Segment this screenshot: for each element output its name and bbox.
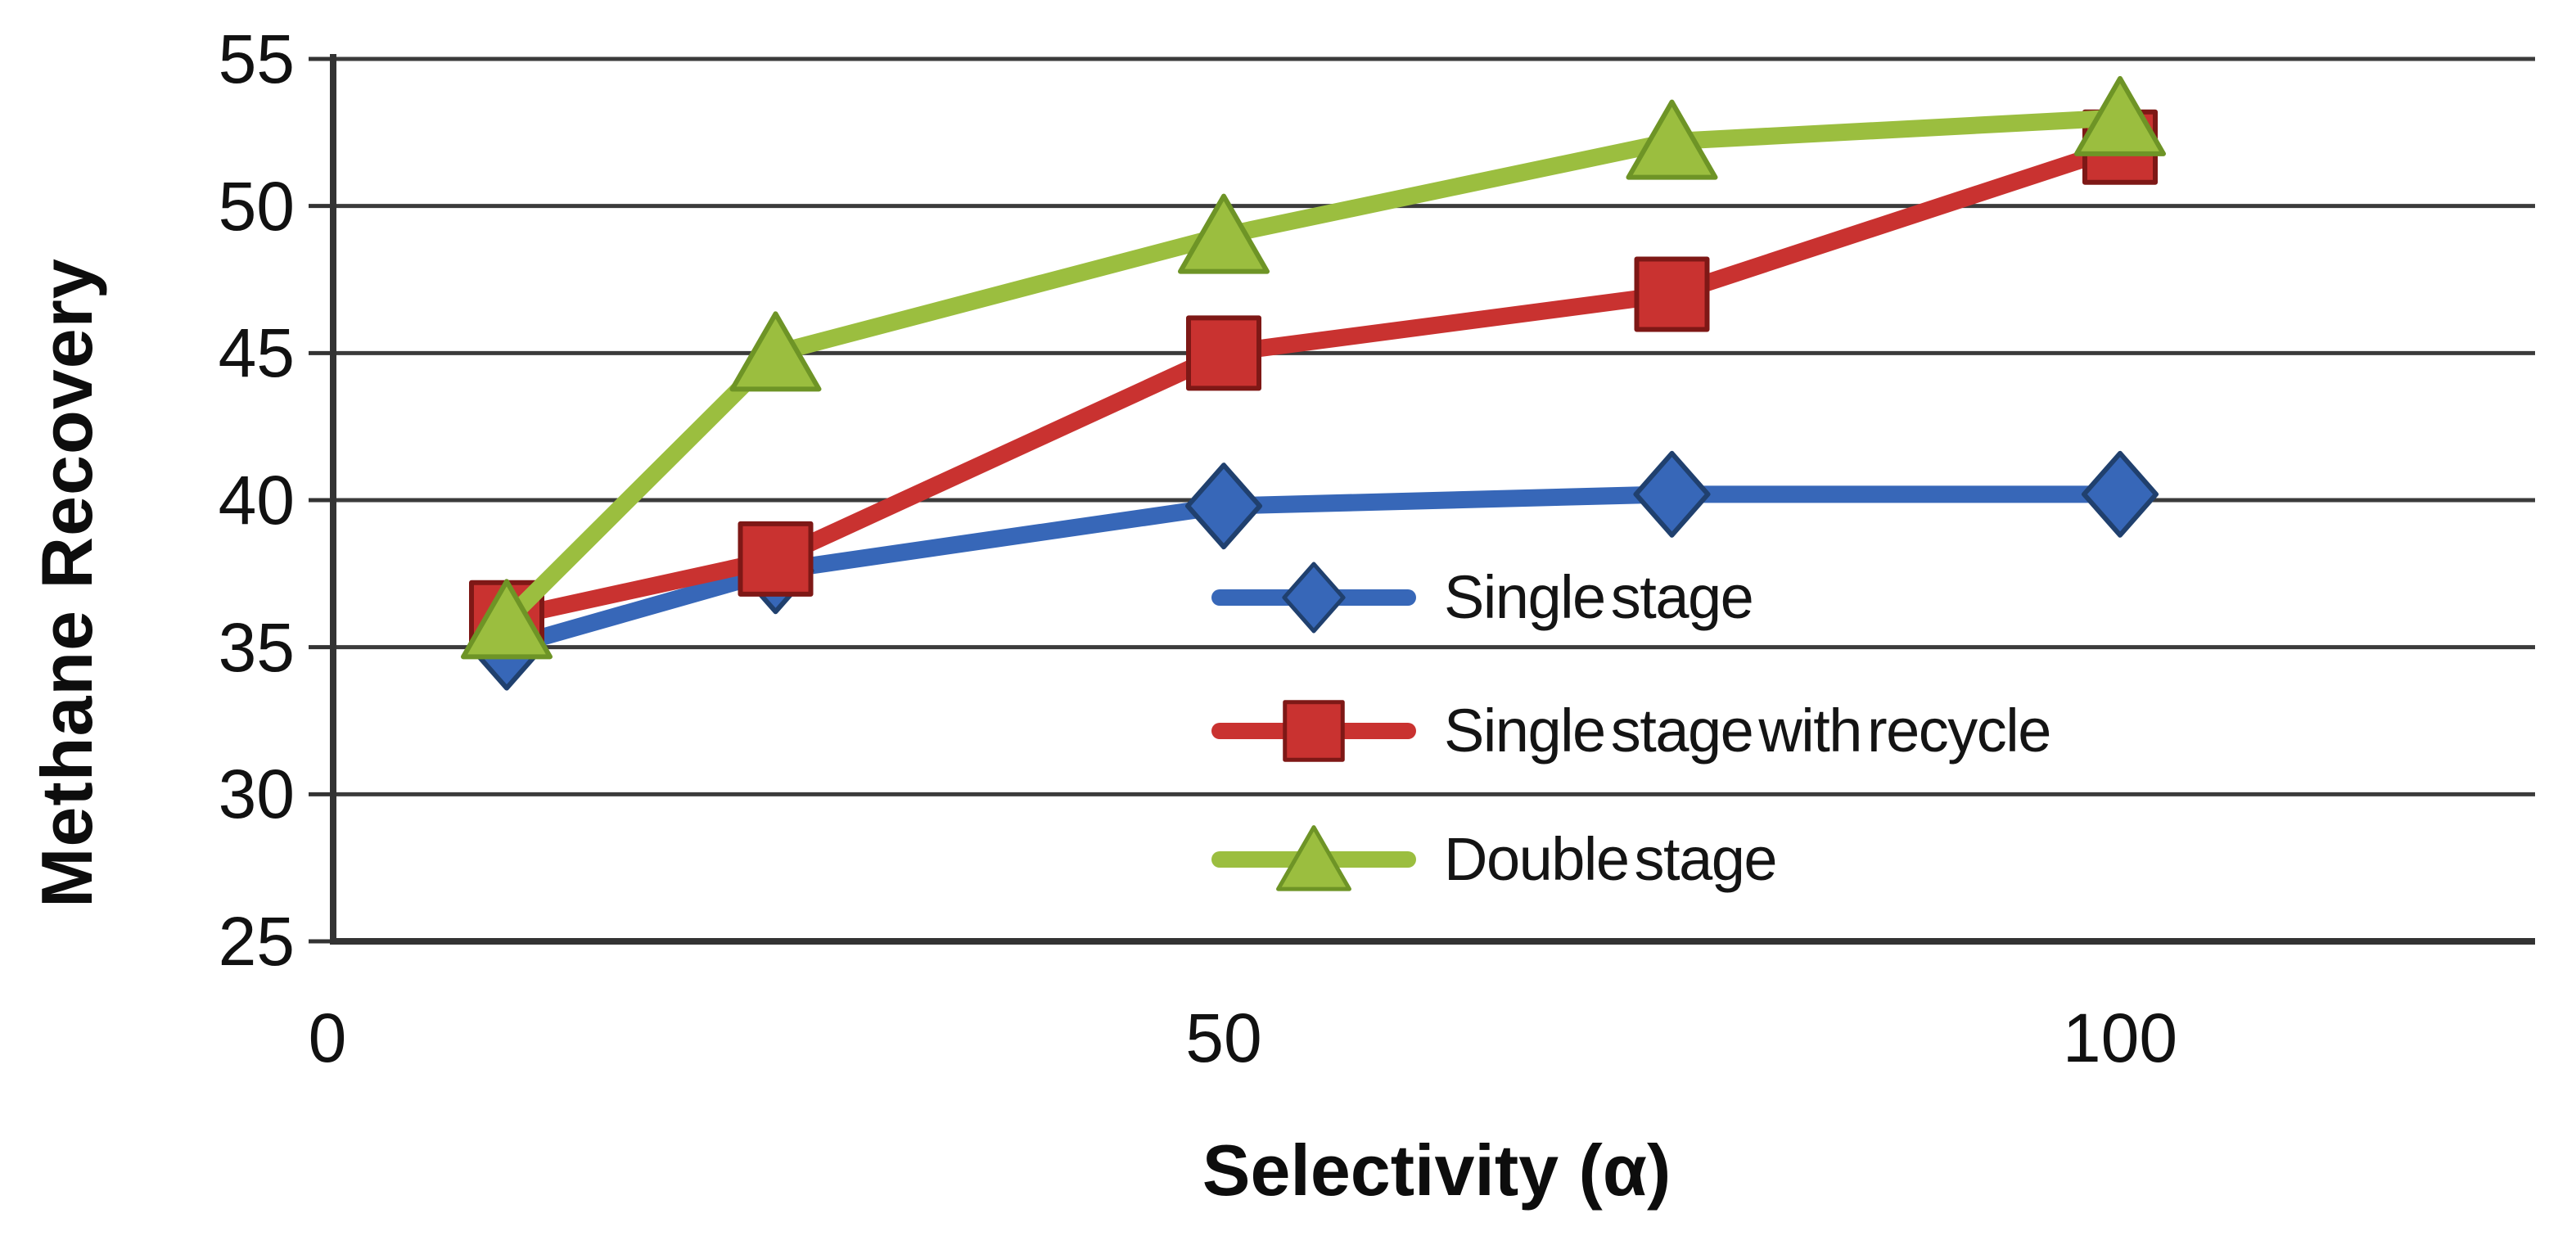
y-tick-label: 55 (218, 20, 295, 97)
y-tick-label: 45 (218, 314, 295, 392)
single-stage-diamond-marker-icon (1211, 562, 1416, 634)
series-marker-square-single-stage-with-recycle (738, 521, 814, 597)
series-marker-diamond-single-stage (1185, 462, 1262, 550)
x-axis-title: Selectivity (α) (1202, 1130, 1671, 1211)
legend-label: Single stage (1444, 563, 1754, 631)
legend-label: Double stage (1444, 825, 1778, 893)
series-marker-diamond-single-stage (2082, 450, 2159, 538)
legend-item-single-stage: Single stage (1211, 544, 1754, 651)
legend-label: Single stage with recycle (1444, 697, 2051, 765)
x-tick-label: 50 (1185, 999, 1262, 1076)
y-tick-label: 35 (218, 608, 295, 686)
legend-item-single-stage-with-recycle: Single stage with recycle (1211, 678, 2051, 784)
series-marker-triangle-double-stage (461, 579, 553, 660)
legend-item-double-stage: Double stage (1211, 806, 1778, 913)
y-tick-label: 50 (218, 167, 295, 245)
single-stage-with-recycle-square-marker-icon (1211, 700, 1416, 762)
legend-marker-square (1283, 700, 1345, 762)
series-marker-triangle-double-stage (1626, 99, 1718, 180)
y-tick-label: 25 (218, 903, 295, 980)
series-marker-square-single-stage-with-recycle (1634, 256, 1710, 332)
x-tick-label: 100 (2062, 999, 2178, 1076)
y-tick-label: 40 (218, 462, 295, 539)
series-marker-triangle-double-stage (729, 311, 822, 392)
series-marker-triangle-double-stage (1178, 193, 1270, 274)
legend-marker-diamond (1282, 562, 1346, 634)
legend-marker-triangle (1276, 825, 1351, 891)
series-marker-square-single-stage-with-recycle (1186, 315, 1261, 391)
series-marker-triangle-double-stage (2074, 75, 2166, 156)
y-tick-label: 30 (218, 756, 295, 833)
double-stage-triangle-marker-icon (1211, 825, 1416, 891)
series-marker-diamond-single-stage (1633, 450, 1711, 538)
x-tick-label: 0 (308, 999, 347, 1076)
